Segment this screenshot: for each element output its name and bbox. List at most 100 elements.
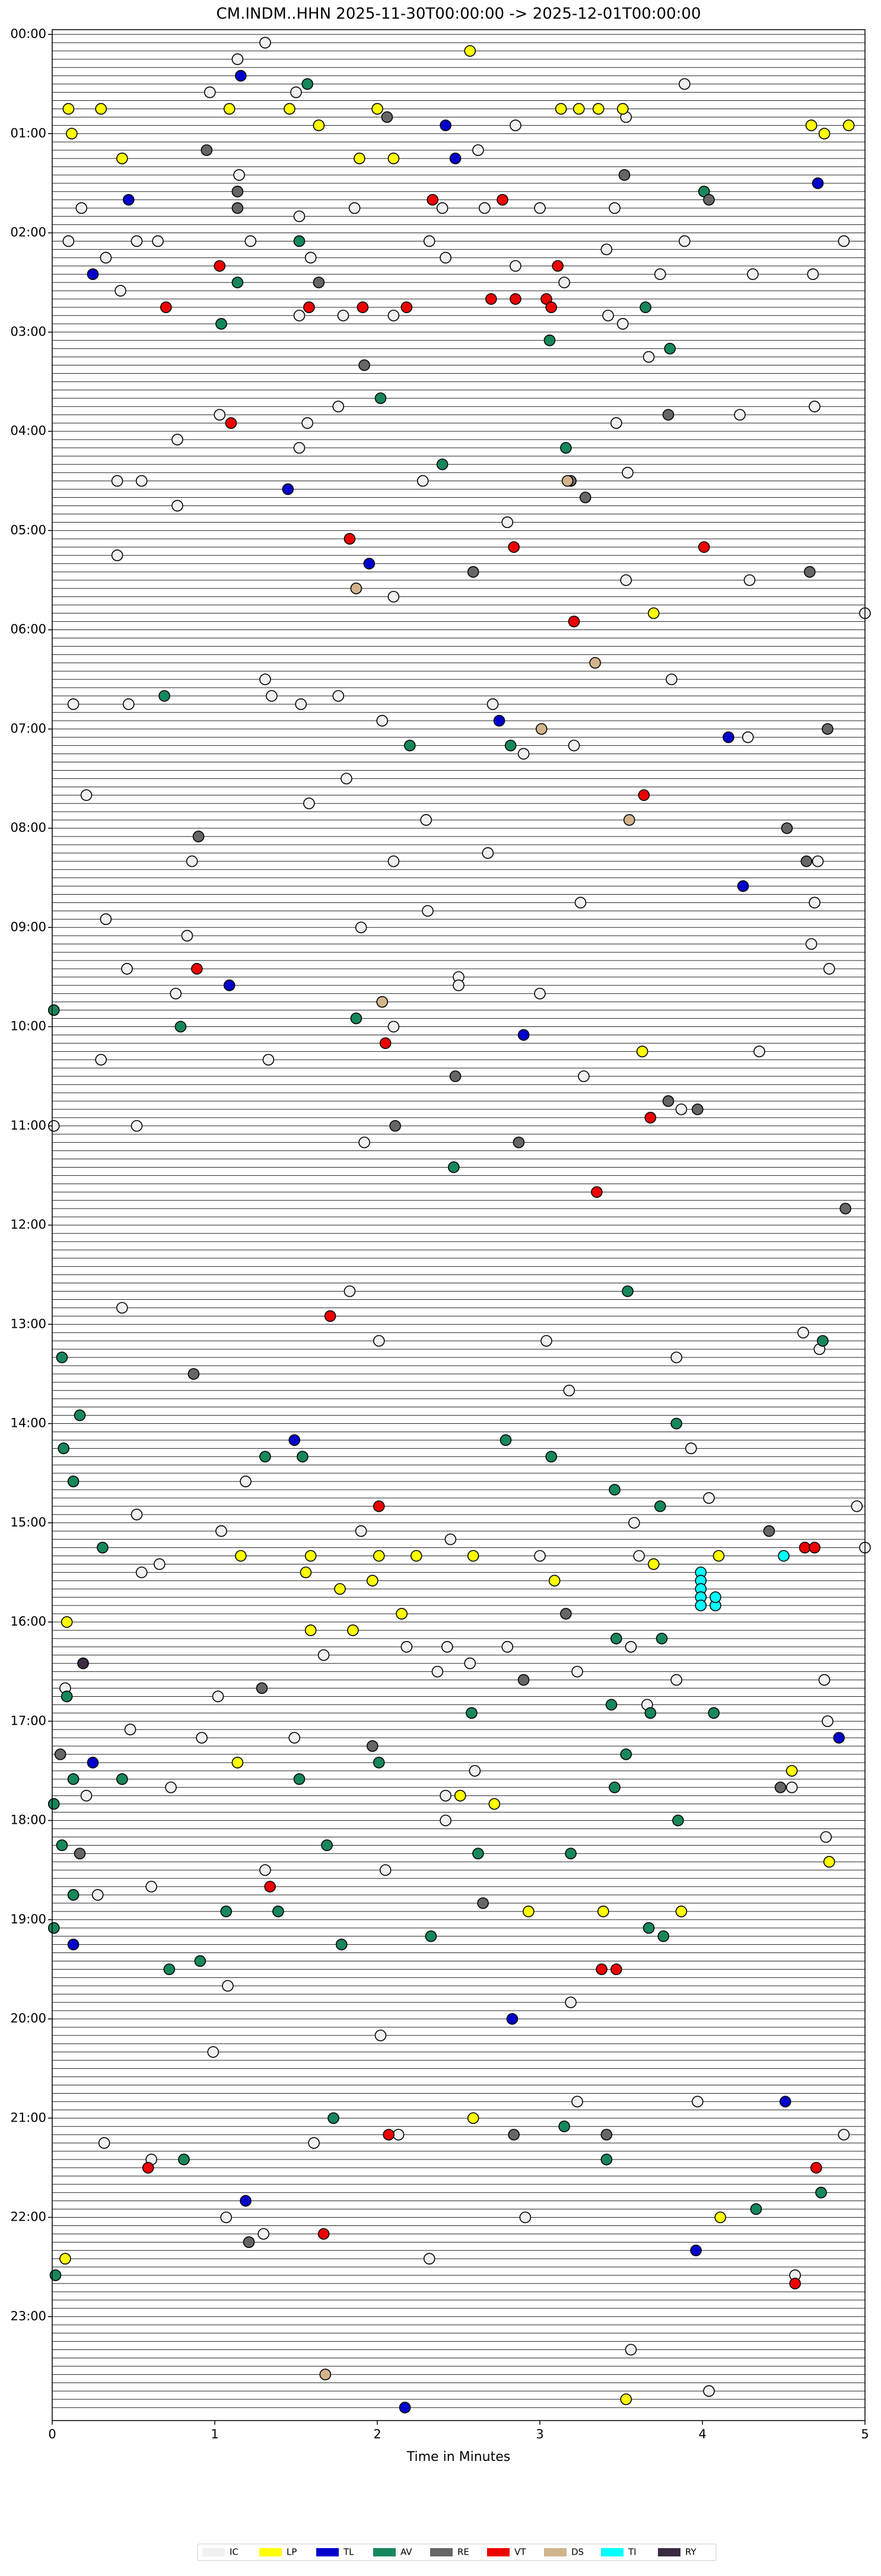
legend-label: AV [400,2547,412,2558]
event-marker [387,310,400,322]
y-tick-label: 00:00 [10,27,46,41]
event-marker [805,119,818,132]
event-marker [666,673,678,685]
event-marker [74,1409,86,1421]
event-marker [256,1682,268,1694]
event-marker [675,1906,688,1917]
event-marker [304,1550,317,1562]
event-marker [116,152,128,164]
event-marker [690,2244,702,2257]
event-marker [423,2253,435,2265]
event-marker [625,2343,637,2356]
event-marker [662,1095,675,1107]
event-marker [317,1649,330,1661]
event-marker [244,235,257,247]
x-tick-label: 3 [536,2427,543,2441]
event-marker [214,260,226,272]
event-marker [225,417,237,429]
event-marker [785,1781,798,1793]
legend-swatch [544,2548,567,2556]
event-marker [479,202,491,214]
event-marker [231,202,244,214]
event-marker [91,1889,104,1901]
event-marker [181,930,193,942]
event-marker [171,500,183,512]
event-marker [600,243,613,256]
event-marker [695,1599,707,1611]
event-marker [839,1203,851,1214]
event-marker [122,193,135,206]
x-tick-label: 5 [861,2427,869,2441]
y-tick-label: 22:00 [10,2210,46,2224]
event-marker [466,1707,478,1719]
event-marker [77,1657,89,1669]
event-marker [785,1765,798,1777]
event-marker [623,814,635,826]
event-marker [534,987,546,1000]
event-marker [591,1186,603,1198]
event-marker [142,2162,154,2174]
legend-swatch [316,2548,339,2556]
event-marker [805,938,818,950]
event-marker [111,475,123,487]
event-marker [779,2095,791,2108]
event-marker [354,152,365,164]
event-marker [823,963,835,975]
event-marker [648,607,660,619]
event-marker [194,1955,206,1967]
event-marker [335,1938,348,1951]
event-marker [633,1550,645,1562]
event-marker [851,1500,863,1512]
event-marker [387,590,400,603]
event-marker [654,1500,666,1512]
event-marker [810,2162,822,2174]
event-marker [436,202,449,214]
y-tick-label: 14:00 [10,1416,46,1430]
event-marker [742,731,754,743]
event-marker [781,822,793,834]
event-marker [308,2137,320,2149]
event-marker [350,1012,362,1025]
event-marker [366,1740,379,1752]
event-marker [358,1136,370,1149]
event-marker [303,797,315,809]
x-tick-label: 0 [48,2427,56,2441]
event-marker [670,1674,682,1686]
event-marker [657,1930,670,1942]
event-marker [517,1029,530,1041]
event-marker [373,1550,385,1562]
y-tick-label: 18:00 [10,1813,46,1827]
event-marker [501,1641,514,1653]
event-marker [675,1103,688,1115]
event-marker [823,1856,835,1868]
event-marker [321,1839,333,1852]
event-marker [809,400,820,412]
event-marker [215,1525,227,1537]
event-marker [508,541,520,553]
event-marker [366,1575,379,1587]
event-marker [288,1732,301,1744]
event-marker [820,1831,832,1843]
x-axis-label: Time in Minutes [406,2450,511,2464]
event-marker [436,458,449,470]
event-marker [618,169,631,181]
event-marker [750,2203,762,2215]
event-marker [373,1757,385,1769]
event-marker [95,1054,107,1066]
event-marker [262,1054,275,1066]
event-marker [80,1789,93,1802]
event-marker [304,252,317,264]
event-marker [290,86,302,98]
event-marker [664,342,676,355]
event-marker [243,2236,255,2249]
event-marker [341,772,352,785]
legend-swatch [487,2548,510,2556]
event-marker [272,1906,284,1917]
event-marker [610,1963,622,1976]
event-marker [293,210,306,222]
event-marker [703,1492,715,1504]
event-marker [284,103,295,115]
event-marker [67,1475,79,1487]
event-marker [145,1881,157,1893]
event-marker [220,1906,232,1917]
